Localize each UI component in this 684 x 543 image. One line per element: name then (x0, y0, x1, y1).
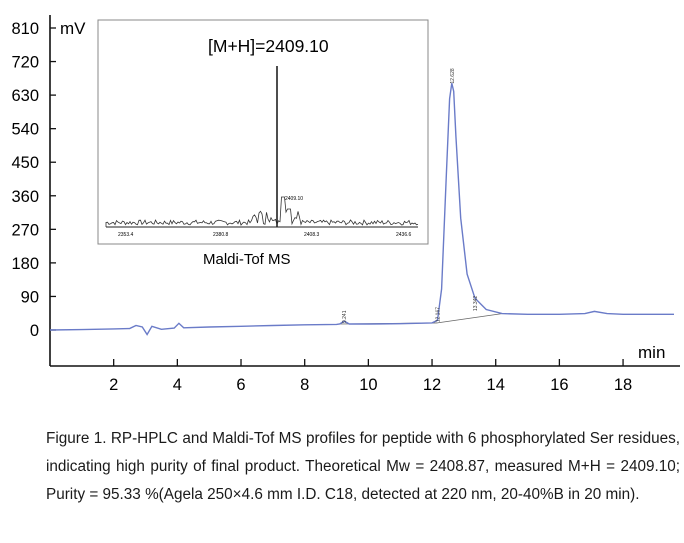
peak-label: 12.628 (450, 68, 456, 84)
x-tick-label: 2 (109, 376, 118, 394)
y-tick-label: 270 (11, 221, 39, 239)
y-tick-label: 720 (11, 54, 39, 72)
x-unit-label: min (638, 343, 665, 362)
inset-frame (97, 19, 429, 245)
y-tick-label: 360 (11, 188, 39, 206)
y-tick-label: 450 (11, 154, 39, 172)
y-unit-label: mV (60, 19, 86, 38)
x-tick-label: 8 (300, 376, 309, 394)
x-tick-label: 6 (236, 376, 245, 394)
y-tick-label: 0 (30, 322, 39, 340)
y-tick-label: 630 (11, 87, 39, 105)
x-tick-label: 12 (423, 376, 441, 394)
x-tick-label: 16 (550, 376, 568, 394)
figure-caption: Figure 1. RP-HPLC and Maldi-Tof MS profi… (46, 430, 680, 503)
x-tick-label: 4 (173, 376, 182, 394)
inset-annotation: [M+H]=2409.10 (208, 36, 329, 56)
y-tick-label: 180 (11, 255, 39, 273)
chromatogram-trace (49, 83, 674, 336)
peak-label: 9.241 (342, 310, 348, 323)
peak-label: 13.342 (473, 296, 479, 312)
y-tick-label: 810 (11, 20, 39, 38)
maldi-inset: [M+H]=2409.10 2353.4 2380.8 2408.3 2436.… (97, 19, 429, 268)
inset-tick-1: 2353.4 (118, 232, 134, 238)
peak-label: 12.167 (435, 307, 441, 323)
y-tick-label: 90 (21, 288, 39, 306)
inset-spectrum-noise (105, 196, 419, 227)
x-tick-label: 10 (359, 376, 377, 394)
inset-tick-2: 2380.8 (213, 232, 229, 238)
inset-tick-4: 2436.6 (396, 232, 412, 238)
x-tick-label: 18 (614, 376, 632, 394)
inset-peak-label: 2409.10 (285, 196, 303, 202)
x-tick-label: 14 (487, 376, 505, 394)
integration-baseline (437, 313, 503, 324)
inset-tick-3: 2408.3 (304, 232, 320, 238)
y-tick-label: 540 (11, 121, 39, 139)
inset-caption: Maldi-Tof MS (203, 251, 291, 268)
